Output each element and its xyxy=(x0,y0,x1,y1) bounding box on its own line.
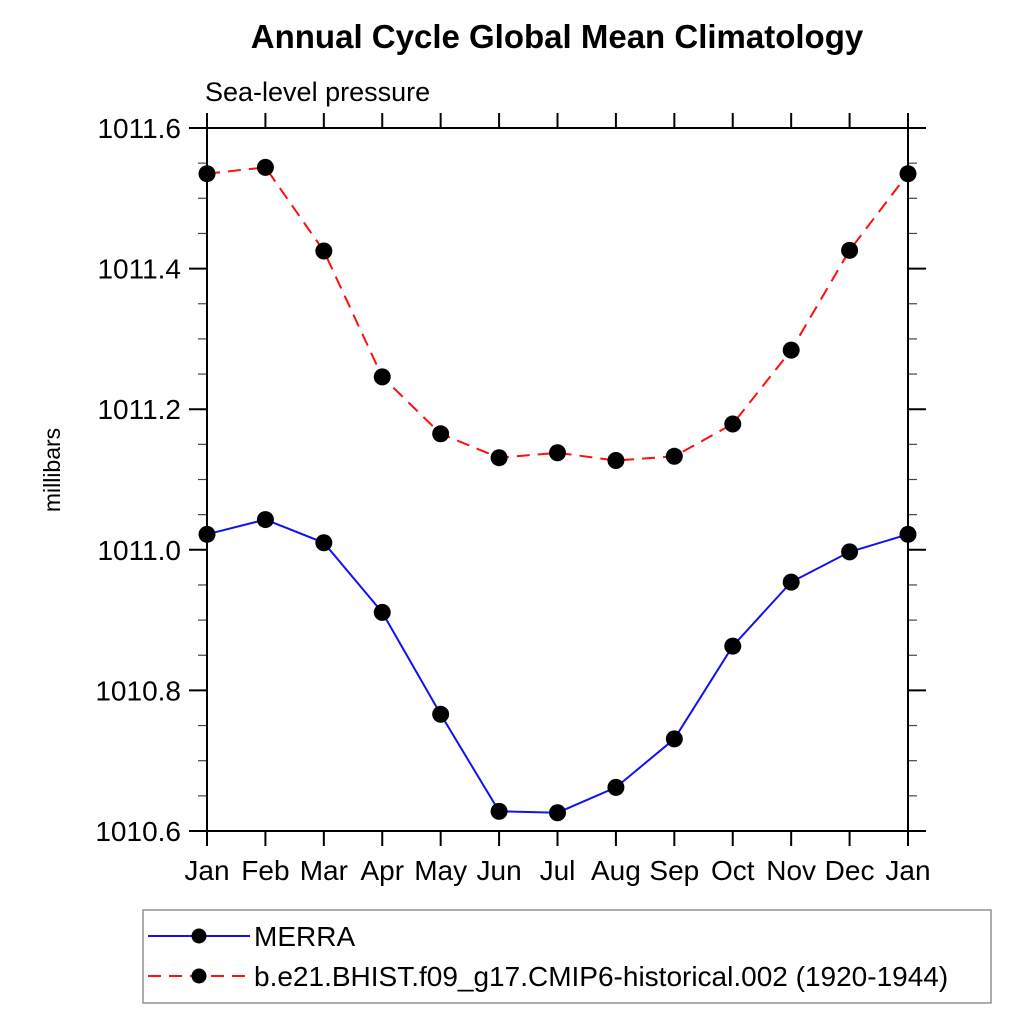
x-tick-label: Jan xyxy=(184,855,229,886)
y-tick-label: 1011.2 xyxy=(97,394,181,425)
data-point-1 xyxy=(607,452,625,470)
series-line-0 xyxy=(206,518,909,814)
data-point-0 xyxy=(782,573,800,591)
legend-marker-merra xyxy=(191,928,207,944)
legend-marker-model xyxy=(191,968,207,984)
data-point-0 xyxy=(198,525,216,543)
data-point-0 xyxy=(841,543,859,561)
data-point-0 xyxy=(724,637,742,655)
y-tick-label: 1011.6 xyxy=(97,113,181,144)
data-point-0 xyxy=(256,511,274,529)
x-tick-label: May xyxy=(414,855,467,886)
data-point-0 xyxy=(665,730,683,748)
y-tick-label: 1010.8 xyxy=(95,675,181,706)
data-point-0 xyxy=(373,603,391,621)
x-tick-label: Nov xyxy=(766,855,816,886)
data-point-1 xyxy=(899,165,917,183)
y-tick-label: 1011.0 xyxy=(97,535,181,566)
data-point-1 xyxy=(373,368,391,386)
data-point-1 xyxy=(724,415,742,433)
data-point-1 xyxy=(549,444,566,462)
legend-label-model: b.e21.BHIST.f09_g17.CMIP6-historical.002… xyxy=(254,961,948,992)
plot-frame xyxy=(206,127,909,832)
plot-area: 1010.6 1010.8 1011.0 1011.2 1011.4 1011.6 Jan F… xyxy=(95,113,931,886)
x-tick-label: Jan xyxy=(885,855,930,886)
data-point-1 xyxy=(256,158,274,176)
data-point-0 xyxy=(315,534,333,552)
y-axis-label: millibars xyxy=(39,428,65,512)
data-point-1 xyxy=(198,165,216,183)
x-tick-label: Aug xyxy=(591,855,641,886)
data-point-0 xyxy=(490,802,508,820)
chart-subtitle: Sea-level pressure xyxy=(205,77,430,107)
legend: MERRA b.e21.BHIST.f09_g17.CMIP6-historic… xyxy=(142,909,992,1004)
x-tick-label: Dec xyxy=(825,855,875,886)
data-point-0 xyxy=(549,804,566,822)
y-tick-label: 1011.4 xyxy=(97,254,181,285)
data-point-1 xyxy=(782,341,800,359)
legend-item-model: b.e21.BHIST.f09_g17.CMIP6-historical.002… xyxy=(148,961,948,992)
legend-label-merra: MERRA xyxy=(254,921,355,952)
x-tick-label: Jun xyxy=(477,855,522,886)
x-tick-label: Feb xyxy=(241,855,289,886)
legend-box xyxy=(142,909,992,1004)
data-point-1 xyxy=(841,241,859,259)
data-point-1 xyxy=(490,449,508,467)
chart-title: Annual Cycle Global Mean Climatology xyxy=(251,18,864,55)
data-point-1 xyxy=(432,425,450,443)
y-tick-label: 1010.6 xyxy=(95,816,181,847)
data-point-0 xyxy=(899,525,917,543)
x-tick-label: Sep xyxy=(649,855,699,886)
x-tick-label: Oct xyxy=(711,855,755,886)
data-point-1 xyxy=(665,447,683,465)
data-point-0 xyxy=(432,705,450,723)
series-line-1 xyxy=(206,166,909,462)
x-tick-label: Mar xyxy=(300,855,348,886)
legend-item-merra: MERRA xyxy=(148,921,355,952)
x-tick-label: Apr xyxy=(360,855,404,886)
x-tick-label: Jul xyxy=(540,855,576,886)
data-point-1 xyxy=(315,242,333,260)
data-point-0 xyxy=(607,778,625,796)
